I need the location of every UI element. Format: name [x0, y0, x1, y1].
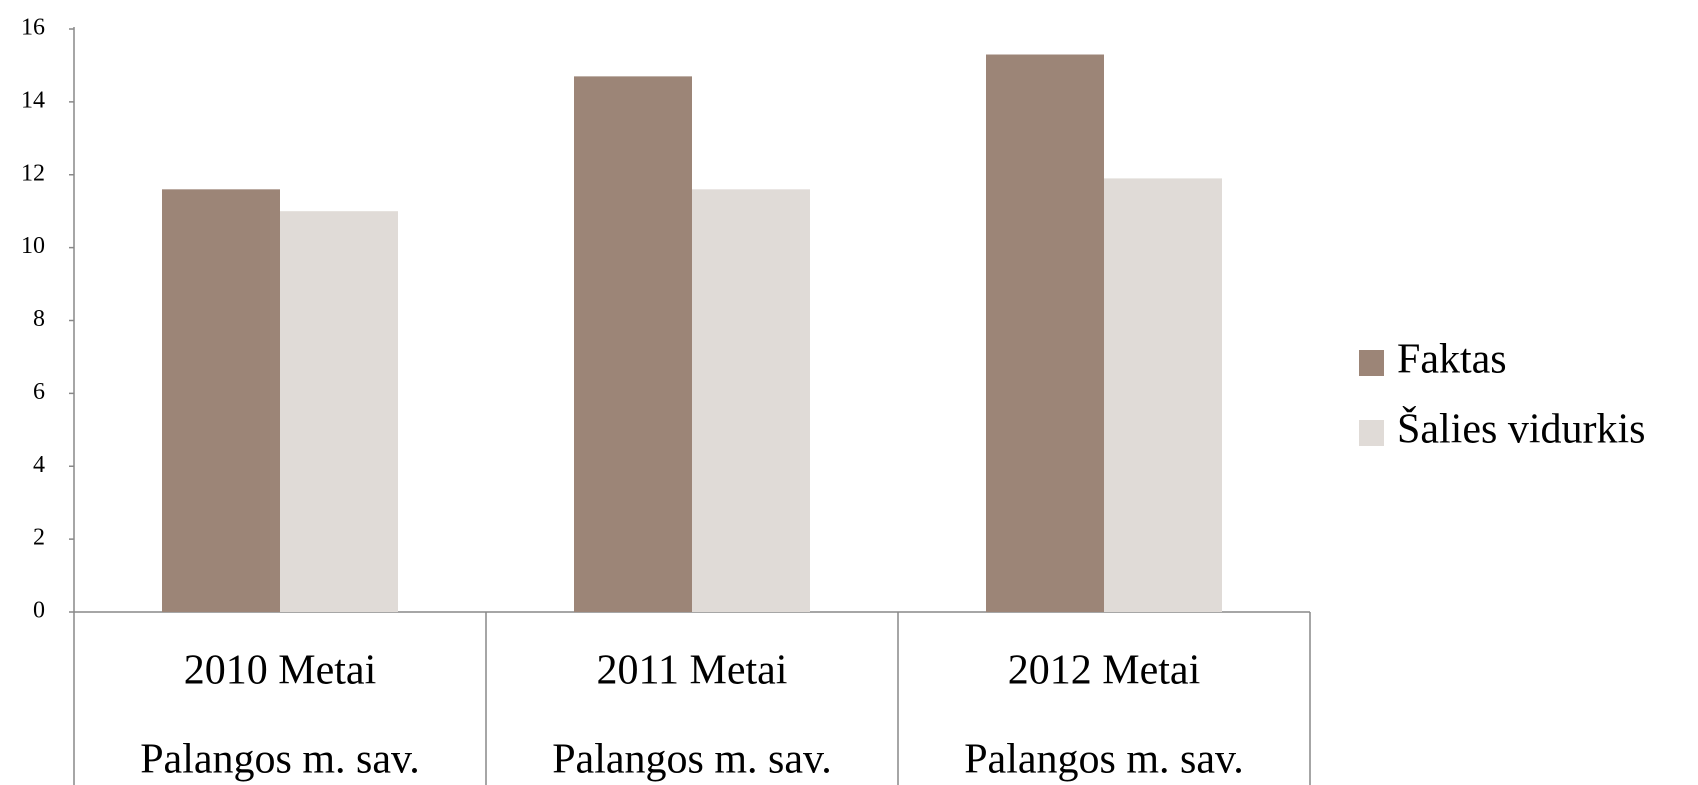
bar — [1104, 178, 1222, 613]
x-tick-label: 2012 Metai — [1008, 648, 1200, 694]
y-tick-label: 10 — [21, 233, 45, 259]
x-tick-label: Palangos m. sav. — [964, 737, 1244, 783]
y-tick-label: 16 — [21, 15, 45, 41]
bar — [280, 211, 398, 612]
x-tick-label: Palangos m. sav. — [140, 737, 420, 783]
y-tick-label: 0 — [33, 598, 45, 624]
bar — [986, 54, 1104, 613]
x-tick-label: 2011 Metai — [597, 648, 788, 694]
legend-label: Šalies vidurkis — [1397, 406, 1646, 453]
x-tick-label: 2010 Metai — [184, 648, 376, 694]
y-tick-label: 12 — [21, 160, 45, 186]
legend-swatch — [1359, 420, 1384, 446]
y-tick-label: 8 — [33, 306, 45, 332]
y-tick-label: 4 — [33, 452, 45, 478]
legend-swatch — [1359, 350, 1384, 376]
y-tick-label: 14 — [21, 87, 45, 113]
x-tick-label: Palangos m. sav. — [552, 737, 832, 783]
y-tick-label: 2 — [33, 525, 45, 551]
y-tick-label: 6 — [33, 379, 45, 405]
legend-label: Faktas — [1397, 337, 1507, 383]
bar — [692, 189, 810, 612]
bar — [574, 76, 692, 612]
bar — [162, 189, 280, 612]
